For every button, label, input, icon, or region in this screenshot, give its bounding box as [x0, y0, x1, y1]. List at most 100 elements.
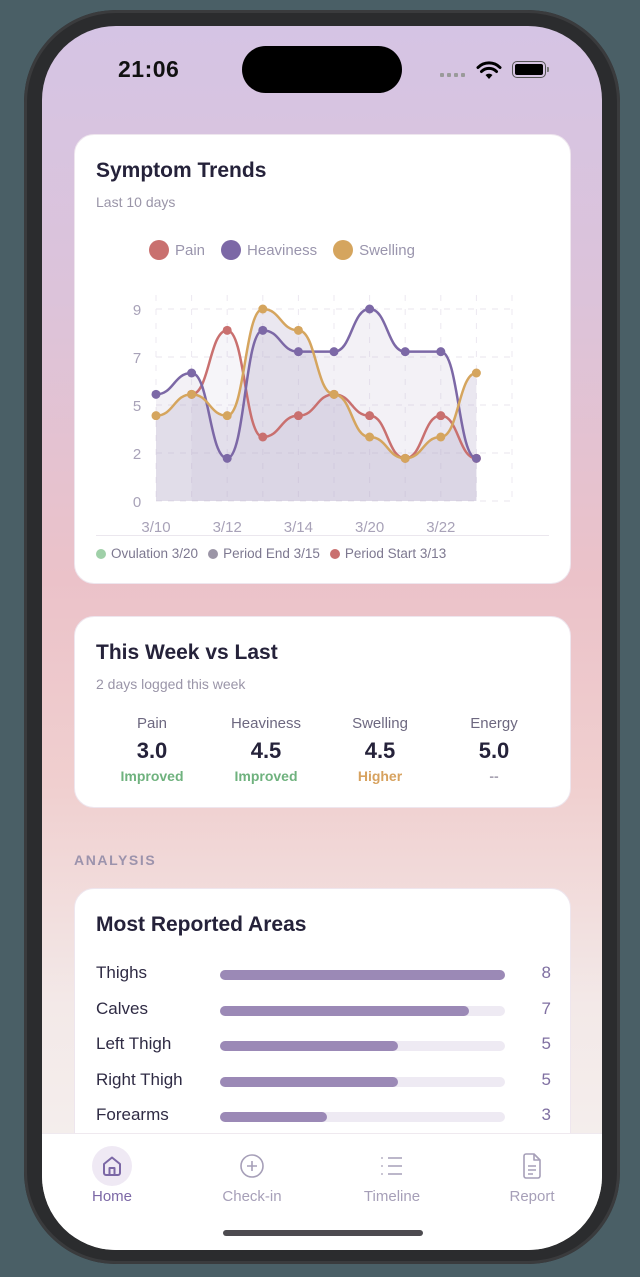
- area-row[interactable]: Right Thigh 5: [96, 1070, 551, 1094]
- home-indicator[interactable]: [223, 1230, 423, 1236]
- stat-label: Energy: [470, 715, 518, 732]
- card-subtitle: Last 10 days: [96, 194, 176, 210]
- marker-dot-icon: [96, 548, 106, 559]
- area-bar-fill: [220, 970, 505, 980]
- document-icon: [512, 1146, 552, 1186]
- week-comparison-card: This Week vs Last 2 days logged this wee…: [74, 616, 571, 808]
- legend-label: Pain: [175, 241, 206, 259]
- area-name: Left Thigh: [96, 1034, 172, 1053]
- status-time: 21:06: [118, 56, 180, 82]
- stat-change: Improved: [234, 768, 298, 784]
- legend-item[interactable]: Swelling: [333, 240, 415, 260]
- area-bar-track: [220, 1041, 505, 1051]
- stat-swelling: Swelling 4.5 Higher: [323, 715, 437, 784]
- svg-text:9: 9: [133, 302, 141, 319]
- marker-label: Ovulation 3/20: [111, 546, 199, 561]
- area-count: 5: [541, 1069, 551, 1089]
- area-row[interactable]: Calves 7: [96, 999, 551, 1023]
- card-title: Most Reported Areas: [96, 913, 307, 936]
- stat-heaviness: Heaviness 4.5 Improved: [209, 715, 323, 784]
- area-row[interactable]: Left Thigh 5: [96, 1034, 551, 1058]
- stat-value: 5.0: [478, 738, 510, 763]
- symptom-trends-card: Symptom Trends Last 10 days Pain Heavines…: [74, 134, 571, 584]
- area-bar-fill: [220, 1041, 399, 1051]
- dynamic-island: [242, 46, 402, 93]
- legend-item[interactable]: Pain: [149, 240, 205, 260]
- area-bar-track: [220, 970, 505, 980]
- legend-dot-icon: [333, 240, 354, 260]
- tab-timeline[interactable]: Timeline: [332, 1146, 452, 1205]
- svg-text:2: 2: [133, 446, 141, 463]
- stat-pain: Pain 3.0 Improved: [95, 715, 209, 784]
- legend-label: Swelling: [359, 241, 415, 259]
- cycle-marker: Period Start 3/13: [329, 546, 447, 561]
- stat-value: 4.5: [364, 738, 396, 763]
- svg-text:3/14: 3/14: [284, 519, 313, 535]
- svg-text:3/10: 3/10: [141, 519, 170, 535]
- legend-item[interactable]: Heaviness: [221, 240, 317, 260]
- tab-report[interactable]: Report: [472, 1146, 592, 1205]
- stat-label: Pain: [136, 715, 168, 732]
- list-icon: [372, 1146, 412, 1186]
- card-subtitle: 2 days logged this week: [96, 676, 246, 692]
- cellular-signal-icon: [440, 73, 465, 77]
- divider: [96, 535, 549, 536]
- stats-row: Pain 3.0 Improved Heaviness 4.5 Improved…: [95, 715, 552, 784]
- stat-label: Swelling: [352, 715, 408, 732]
- area-bar-fill: [220, 1112, 327, 1122]
- area-bar-track: [220, 1112, 505, 1122]
- plus-circle-icon: [232, 1146, 272, 1186]
- area-bar-track: [220, 1005, 505, 1016]
- tab-label: Timeline: [363, 1188, 421, 1205]
- area-bar-fill: [220, 1005, 470, 1016]
- home-icon: [92, 1146, 132, 1186]
- series-swelling[interactable]: [151, 304, 481, 463]
- area-count: 8: [541, 963, 551, 982]
- svg-text:3/22: 3/22: [426, 519, 455, 535]
- svg-text:5: 5: [133, 398, 141, 415]
- marker-dot-icon: [208, 548, 219, 559]
- chart-legend: Pain Heaviness Swelling: [149, 240, 415, 260]
- area-row[interactable]: Forearms 3: [96, 1105, 551, 1129]
- area-count: 3: [541, 1105, 551, 1124]
- legend-dot-icon: [221, 240, 242, 260]
- area-row[interactable]: Thighs 8: [96, 963, 551, 987]
- battery-icon: [512, 61, 549, 78]
- svg-text:0: 0: [133, 494, 141, 511]
- tab-label: Home: [91, 1188, 132, 1205]
- area-name: Forearms: [96, 1105, 169, 1124]
- stat-label: Heaviness: [230, 715, 302, 732]
- app-screen: 21:06 Symptom Trends Last 10 days Pain He…: [42, 26, 602, 1250]
- card-title: This Week vs Last: [96, 641, 278, 664]
- area-bar-track: [220, 1076, 505, 1087]
- area-bar-fill: [220, 1076, 399, 1087]
- legend-dot-icon: [149, 240, 169, 260]
- wifi-icon: [476, 61, 502, 79]
- marker-label: Period End 3/15: [223, 546, 320, 561]
- stat-value: 3.0: [136, 738, 168, 763]
- tab-home[interactable]: Home: [52, 1146, 172, 1205]
- area-name: Right Thigh: [96, 1069, 183, 1089]
- svg-text:3/20: 3/20: [355, 519, 384, 535]
- symptom-line-chart[interactable]: 0 2 5 7 9 3/10 3/12 3/14 3/20 3/22: [75, 135, 572, 535]
- tab-label: Report: [509, 1188, 555, 1205]
- cycle-markers: Ovulation 3/20 Period End 3/15 Period Star…: [96, 546, 446, 561]
- marker-label: Period Start 3/13: [344, 546, 447, 561]
- tab-check-in[interactable]: Check-in: [192, 1146, 312, 1205]
- legend-label: Heaviness: [247, 241, 318, 259]
- section-label-analysis: ANALYSIS: [74, 852, 157, 868]
- stat-energy: Energy 5.0 --: [437, 715, 551, 784]
- stat-change: --: [489, 768, 499, 784]
- tab-label: Check-in: [222, 1188, 282, 1205]
- svg-text:3/12: 3/12: [213, 519, 242, 535]
- card-title: Symptom Trends: [96, 159, 267, 182]
- cycle-marker: Ovulation 3/20: [96, 546, 198, 561]
- stat-change: Improved: [120, 768, 184, 784]
- area-name: Thighs: [96, 963, 148, 982]
- stat-change: Higher: [357, 768, 403, 784]
- area-name: Calves: [96, 998, 148, 1018]
- area-count: 7: [541, 998, 551, 1018]
- area-count: 5: [541, 1034, 551, 1053]
- stat-value: 4.5: [250, 738, 282, 763]
- cycle-marker: Period End 3/15: [208, 546, 320, 561]
